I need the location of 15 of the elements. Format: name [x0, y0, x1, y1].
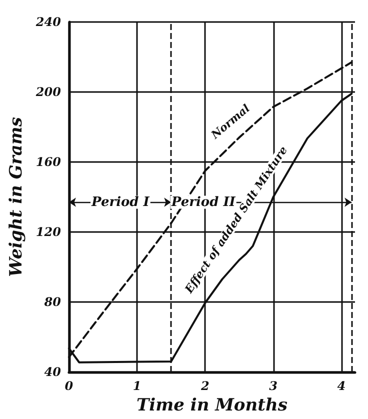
y-tick-label: 120	[36, 225, 62, 239]
x-tick-label: 0	[64, 379, 74, 393]
x-tick-label: 1	[132, 379, 142, 393]
annotation: Period II	[170, 194, 236, 210]
y-axis-title: Weight in Grams	[6, 116, 26, 277]
y-tick-label: 200	[34, 85, 62, 99]
y-tick-label: 160	[36, 155, 62, 169]
x-tick-label: 4	[337, 379, 346, 393]
y-tick-label: 80	[43, 295, 62, 309]
x-tick-label: 2	[200, 379, 210, 393]
y-tick-label: 240	[34, 15, 62, 29]
x-tick-label: 3	[269, 379, 278, 393]
y-tick-label: 40	[44, 365, 62, 379]
x-axis-title: Time in Months	[136, 396, 288, 416]
annotation: Period I	[90, 194, 150, 210]
